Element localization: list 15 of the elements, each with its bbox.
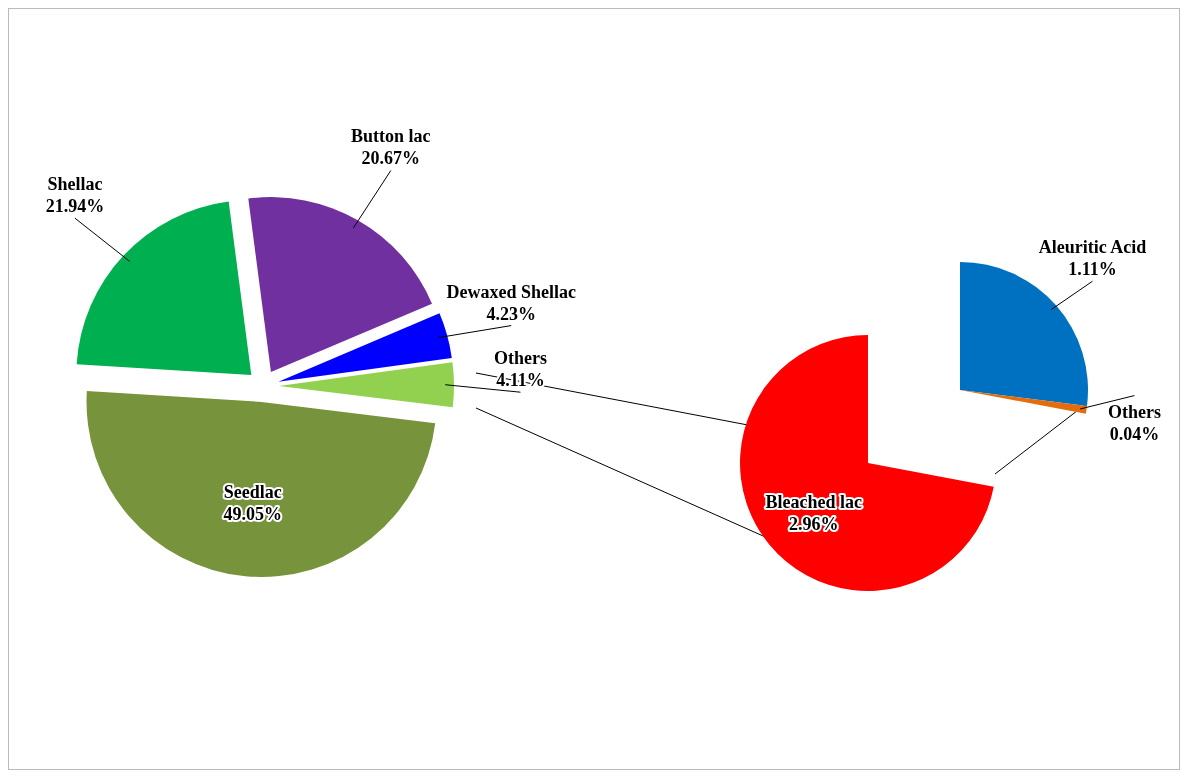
data-label: 1.11% [1068, 259, 1117, 280]
data-label: 4.23% [486, 303, 536, 324]
slice-label: Seedlac [223, 481, 282, 502]
slice-label: Dewaxed Shellac [446, 281, 576, 302]
slice-label: Shellac [47, 174, 103, 195]
slice-label: Others [1107, 401, 1161, 422]
slice-label: Aleuritic Acid [1038, 237, 1147, 258]
data-label: 20.67% [361, 148, 421, 169]
slice-label: Others [493, 348, 547, 369]
slice-label: Bleached lac [765, 491, 863, 512]
slice-label: Button lac [351, 126, 431, 147]
data-label: 2.96% [789, 513, 839, 534]
data-label: 0.04% [1109, 423, 1160, 444]
data-label: 21.94% [45, 196, 105, 217]
data-label: 49.05% [223, 503, 282, 524]
